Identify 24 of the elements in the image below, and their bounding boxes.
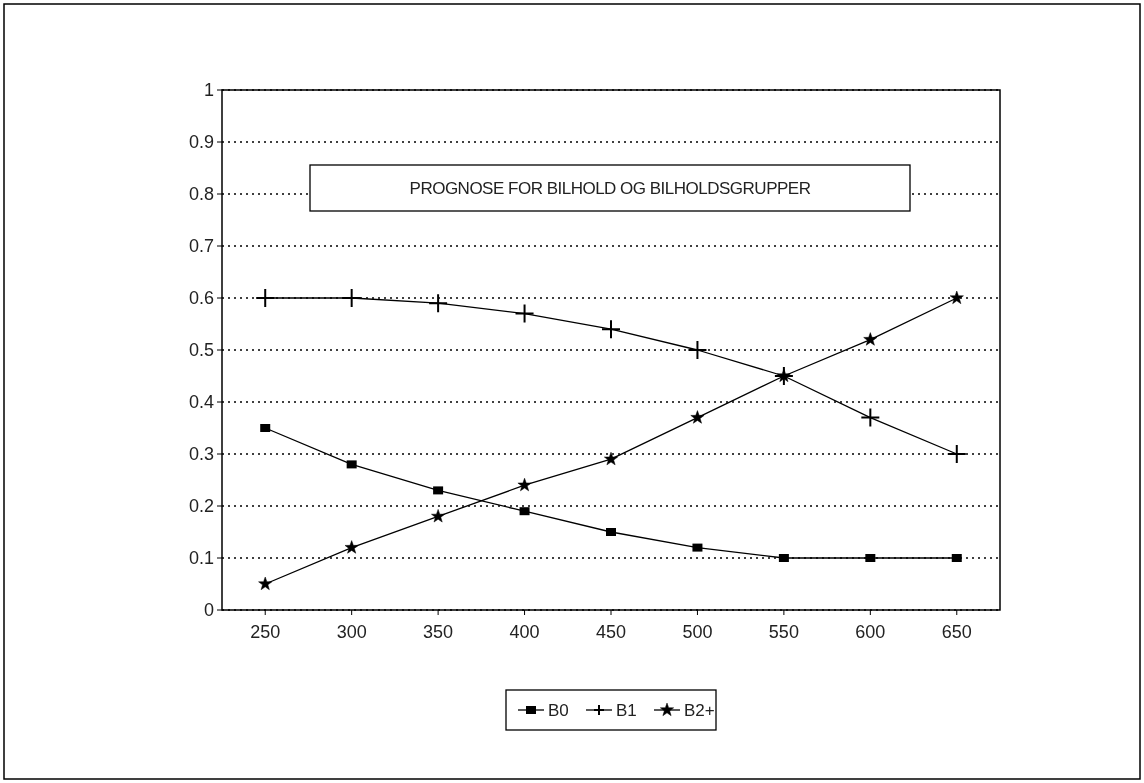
y-tick-label: 0 — [203, 600, 214, 621]
y-tick-label: 1 — [203, 80, 214, 101]
y-tick-label: 0.6 — [188, 288, 214, 309]
y-tick-label: 0.4 — [188, 392, 214, 413]
x-tick-label: 500 — [682, 622, 713, 642]
x-tick-label: 400 — [509, 622, 540, 642]
x-tick-label: 350 — [423, 622, 454, 642]
x-tick-label: 550 — [768, 622, 799, 642]
x-tick-label: 300 — [336, 622, 367, 642]
legend-label: B1 — [616, 700, 637, 720]
x-tick-label: 250 — [250, 622, 281, 642]
x-tick-label: 450 — [595, 622, 627, 642]
y-tick-label: 0.2 — [188, 496, 214, 517]
x-tick-label: 600 — [855, 622, 886, 642]
y-tick-label: 0.8 — [188, 184, 214, 205]
legend-label: B0 — [548, 700, 569, 720]
y-tick-label: 0.5 — [188, 340, 214, 361]
legend-label: B2+ — [684, 700, 715, 720]
x-tick-label: 650 — [941, 622, 972, 642]
y-tick-label: 0.3 — [188, 444, 214, 465]
y-tick-label: 0.9 — [188, 132, 214, 153]
y-tick-label: 0.1 — [188, 548, 214, 569]
text: PROGNOSE FOR BILHOLD OG BILHOLDSGRUPPER — [409, 178, 811, 198]
y-tick-label: 0.7 — [188, 236, 214, 257]
